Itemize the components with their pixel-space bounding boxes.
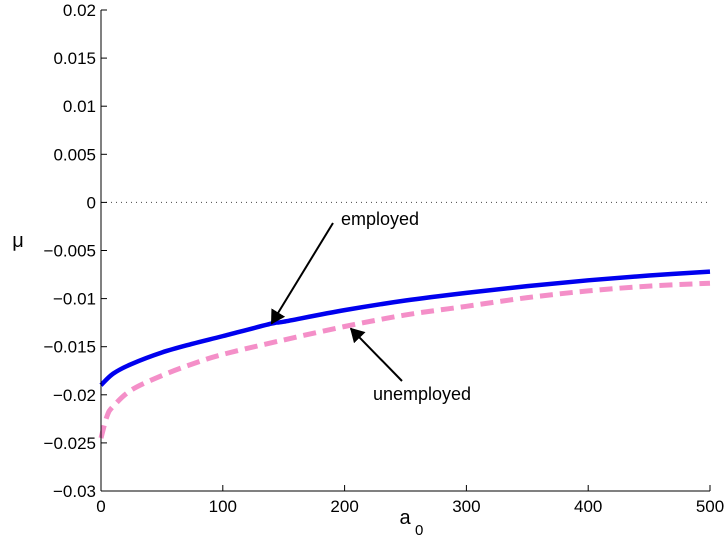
annotation-arrow-employed xyxy=(270,222,334,325)
y-tick-label: −0.01 xyxy=(53,290,96,309)
y-tick-label: 0.015 xyxy=(53,49,96,68)
y-tick-label: −0.03 xyxy=(53,482,96,501)
y-tick-label: −0.025 xyxy=(44,434,96,453)
x-tick-label: 500 xyxy=(696,497,724,516)
x-tick-label: 100 xyxy=(209,497,237,516)
y-tick-label: −0.005 xyxy=(44,242,96,261)
annotation-arrow-unemployed xyxy=(349,327,403,382)
x-tick-label: 200 xyxy=(330,497,358,516)
x-tick-label: 0 xyxy=(96,497,105,516)
annotation-label-employed: employed xyxy=(341,209,419,229)
x-axis-label-subscript: 0 xyxy=(415,522,423,539)
y-tick-label: 0 xyxy=(87,193,96,212)
series-line-employed xyxy=(99,269,711,387)
y-tick-label: −0.015 xyxy=(44,338,96,357)
y-axis-label: μ xyxy=(12,230,24,252)
series-layer xyxy=(98,269,711,439)
y-tick-label: 0.005 xyxy=(53,145,96,164)
annotation-layer: employed unemployed xyxy=(270,209,471,404)
x-axis-label: a xyxy=(399,507,411,529)
annotation-label-unemployed: unemployed xyxy=(373,384,471,404)
series-line-unemployed xyxy=(98,280,711,439)
y-tick-label: −0.02 xyxy=(53,386,96,405)
y-tick-label: 0.02 xyxy=(63,1,96,20)
x-tick-label: 400 xyxy=(574,497,602,516)
axes-layer: −0.03 −0.025 −0.02 −0.015 −0.01 −0.005 0 0.005 0… xyxy=(12,1,724,539)
y-tick-label: 0.01 xyxy=(63,97,96,116)
x-tick-label: 300 xyxy=(452,497,480,516)
